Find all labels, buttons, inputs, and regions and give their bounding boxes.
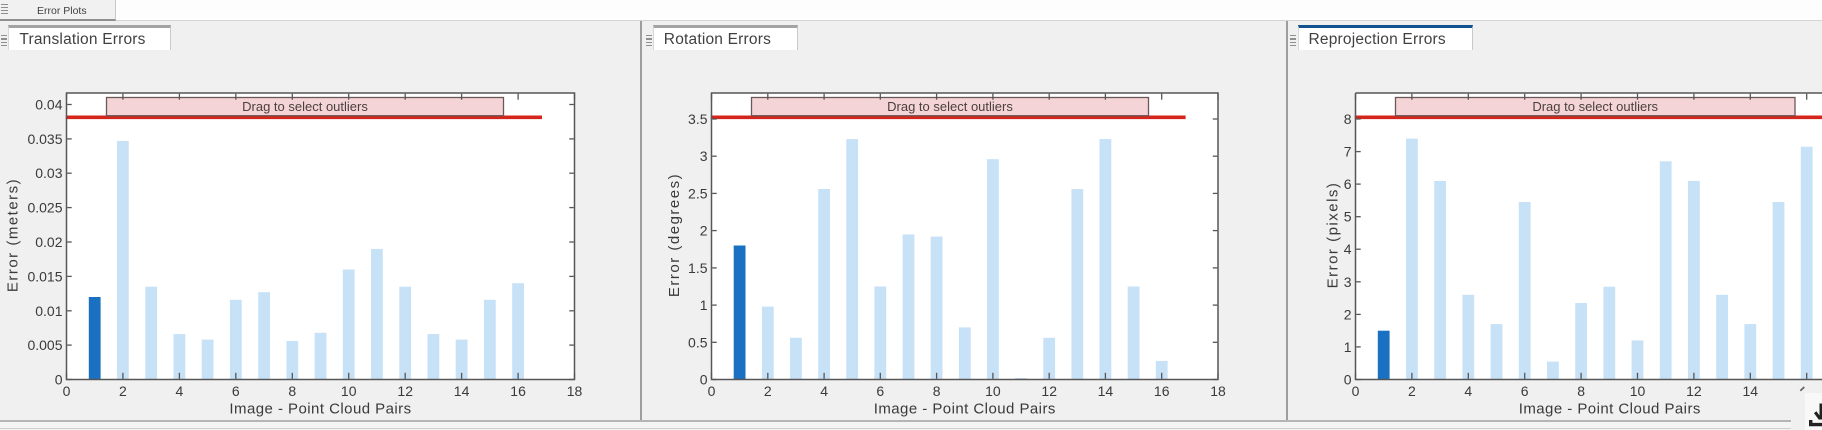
svg-text:2: 2 (1344, 306, 1352, 322)
svg-text:0.02: 0.02 (35, 234, 62, 250)
svg-text:3: 3 (1344, 274, 1352, 290)
svg-text:0.5: 0.5 (688, 334, 708, 350)
svg-text:8: 8 (1344, 111, 1352, 127)
svg-text:0: 0 (1344, 372, 1352, 388)
svg-text:2: 2 (764, 383, 772, 399)
svg-text:14: 14 (1743, 383, 1759, 399)
svg-text:4: 4 (1464, 383, 1472, 399)
svg-text:10: 10 (985, 383, 1001, 399)
svg-text:2: 2 (119, 383, 127, 399)
svg-text:Image - Point Cloud Pairs: Image - Point Cloud Pairs (874, 401, 1056, 418)
svg-text:6: 6 (232, 383, 240, 399)
svg-text:Drag to select outliers: Drag to select outliers (887, 99, 1013, 114)
svg-text:10: 10 (1630, 383, 1646, 399)
svg-text:12: 12 (1041, 383, 1057, 399)
svg-text:4: 4 (1344, 241, 1352, 257)
svg-text:0.015: 0.015 (27, 268, 62, 284)
svg-text:5: 5 (1344, 209, 1352, 225)
svg-text:3: 3 (700, 148, 708, 164)
svg-text:0.035: 0.035 (27, 131, 62, 147)
svg-text:0.025: 0.025 (27, 200, 62, 216)
svg-text:4: 4 (820, 383, 828, 399)
svg-text:14: 14 (1098, 383, 1114, 399)
svg-text:2: 2 (700, 223, 708, 239)
svg-text:12: 12 (1686, 383, 1702, 399)
svg-text:6: 6 (876, 383, 884, 399)
svg-text:2: 2 (1408, 383, 1416, 399)
svg-text:0.03: 0.03 (35, 165, 62, 181)
svg-text:1: 1 (1344, 339, 1352, 355)
svg-text:1: 1 (700, 297, 708, 313)
svg-text:16: 16 (1154, 383, 1170, 399)
svg-text:8: 8 (288, 383, 296, 399)
svg-text:18: 18 (1210, 383, 1226, 399)
svg-text:Error (degrees): Error (degrees) (666, 173, 683, 297)
svg-text:0.005: 0.005 (27, 337, 62, 353)
svg-text:14: 14 (454, 383, 470, 399)
svg-text:0: 0 (63, 383, 71, 399)
svg-text:Image - Point Cloud Pairs: Image - Point Cloud Pairs (1519, 401, 1701, 418)
svg-text:8: 8 (1577, 383, 1585, 399)
svg-text:Drag to select outliers: Drag to select outliers (1532, 99, 1658, 114)
svg-text:0.01: 0.01 (35, 303, 62, 319)
svg-text:Error (pixels): Error (pixels) (1325, 182, 1342, 289)
svg-text:6: 6 (1344, 176, 1352, 192)
svg-text:0: 0 (700, 372, 708, 388)
svg-text:10: 10 (341, 383, 357, 399)
svg-text:4: 4 (176, 383, 184, 399)
svg-text:8: 8 (933, 383, 941, 399)
svg-text:1.5: 1.5 (688, 260, 708, 276)
svg-text:7: 7 (1344, 144, 1352, 160)
svg-text:2.5: 2.5 (688, 185, 708, 201)
svg-text:Error (meters): Error (meters) (5, 178, 22, 292)
svg-text:3.5: 3.5 (688, 111, 708, 127)
svg-text:0: 0 (708, 383, 716, 399)
svg-text:0: 0 (1352, 383, 1360, 399)
svg-text:18: 18 (567, 383, 583, 399)
svg-text:6: 6 (1521, 383, 1529, 399)
svg-text:Drag to select outliers: Drag to select outliers (242, 99, 368, 114)
svg-text:16: 16 (510, 383, 526, 399)
svg-text:12: 12 (397, 383, 413, 399)
svg-text:Image - Point Cloud Pairs: Image - Point Cloud Pairs (229, 401, 411, 418)
svg-text:0.04: 0.04 (35, 97, 62, 113)
svg-text:0: 0 (55, 372, 63, 388)
